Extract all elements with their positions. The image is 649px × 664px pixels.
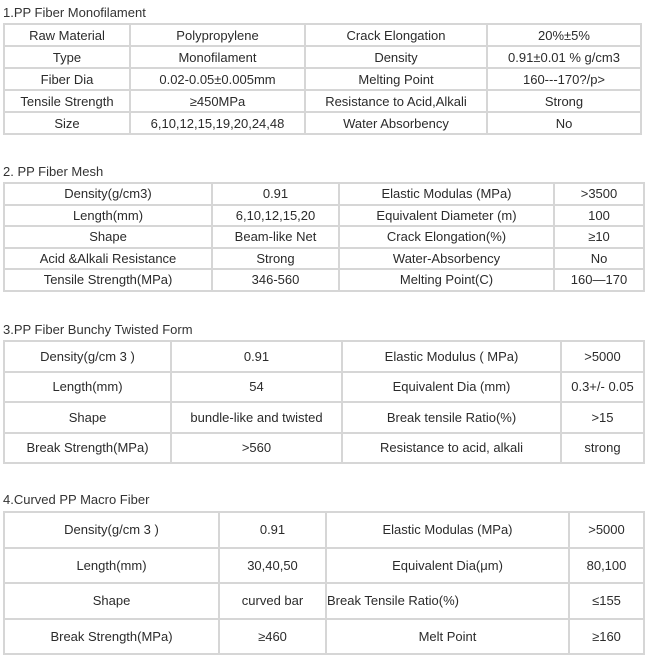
property-value-cell: >5000 xyxy=(568,511,645,549)
property-label-cell: Density xyxy=(304,45,488,69)
property-label-cell: Length(mm) xyxy=(3,546,220,584)
property-label-cell: Elastic Modulas (MPa) xyxy=(338,182,555,206)
spec-table-monofilament: Raw Material Polypropylene Crack Elongatio… xyxy=(3,23,642,135)
property-value-cell: Strong xyxy=(486,89,642,113)
table-row: Density(g/cm3) 0.91 Elastic Modulas (MPa) >… xyxy=(3,182,645,206)
property-value-cell: ≤155 xyxy=(568,582,645,620)
property-label-cell: Equivalent Dia (mm) xyxy=(341,370,562,403)
property-label-cell: Melting Point xyxy=(304,67,488,91)
table-row: Type Monofilament Density 0.91±0.01 % g/cm3 xyxy=(3,45,642,69)
property-value-cell: curved bar xyxy=(218,582,327,620)
property-value-cell: 0.91 xyxy=(211,182,340,206)
property-value-cell: ≥450MPa xyxy=(129,89,306,113)
property-label-cell: Break Strength(MPa) xyxy=(3,617,220,655)
property-value-cell: >5000 xyxy=(560,340,645,373)
property-value-cell: Strong xyxy=(211,246,340,270)
table-row: Density(g/cm 3 ) 0.91 Elastic Modulus ( MP… xyxy=(3,340,645,373)
property-value-cell: ≥160 xyxy=(568,617,645,655)
property-label-cell: Water Absorbency xyxy=(304,111,488,135)
property-value-cell: 160---170?/p> xyxy=(486,67,642,91)
property-label-cell: Elastic Modulas (MPa) xyxy=(325,511,570,549)
property-label-cell: Shape xyxy=(3,582,220,620)
table-row: Length(mm) 30,40,50 Equivalent Dia(μm) 80,1… xyxy=(3,546,645,584)
table-row: Tensile Strength ≥450MPa Resistance to Aci… xyxy=(3,89,642,113)
property-value-cell: Polypropylene xyxy=(129,23,306,47)
property-label-cell: Break tensile Ratio(%) xyxy=(341,401,562,434)
property-label-cell: Resistance to Acid,Alkali xyxy=(304,89,488,113)
property-label-cell: Equivalent Dia(μm) xyxy=(325,546,570,584)
property-value-cell: ≥460 xyxy=(218,617,327,655)
property-label-cell: Density(g/cm3) xyxy=(3,182,213,206)
property-value-cell: Beam-like Net xyxy=(211,225,340,249)
table-row: Shape curved bar Break Tensile Ratio(%) ≤15… xyxy=(3,582,645,620)
property-label-cell: Resistance to acid, alkali xyxy=(341,431,562,464)
table-row: Fiber Dia 0.02-0.05±0.005mm Melting Point 1… xyxy=(3,67,642,91)
property-value-cell: 54 xyxy=(170,370,343,403)
spec-table-bunchy-twisted: Density(g/cm 3 ) 0.91 Elastic Modulus ( MP… xyxy=(3,340,645,464)
property-value-cell: >3500 xyxy=(553,182,645,206)
property-label-cell: Length(mm) xyxy=(3,203,213,227)
spec-table-mesh: Density(g/cm3) 0.91 Elastic Modulas (MPa) >… xyxy=(3,182,645,292)
property-label-cell: Length(mm) xyxy=(3,370,172,403)
property-label-cell: Shape xyxy=(3,225,213,249)
table-row: Length(mm) 6,10,12,15,20 Equivalent Diamet… xyxy=(3,203,645,227)
section-title-curved-macro: 4.Curved PP Macro Fiber xyxy=(3,492,150,507)
property-value-cell: 160—170 xyxy=(553,268,645,292)
property-label-cell: Density(g/cm 3 ) xyxy=(3,340,172,373)
property-value-cell: 0.91 xyxy=(218,511,327,549)
table-row: Acid &Alkali Resistance Strong Water-Absor… xyxy=(3,246,645,270)
property-value-cell: No xyxy=(553,246,645,270)
property-label-cell: Crack Elongation xyxy=(304,23,488,47)
property-label-cell: Water-Absorbency xyxy=(338,246,555,270)
property-value-cell: 6,10,12,15,20 xyxy=(211,203,340,227)
property-label-cell: Crack Elongation(%) xyxy=(338,225,555,249)
property-label-cell: Melt Point xyxy=(325,617,570,655)
property-label-cell: Tensile Strength xyxy=(3,89,131,113)
property-label-cell: Density(g/cm 3 ) xyxy=(3,511,220,549)
spec-table-curved-macro: Density(g/cm 3 ) 0.91 Elastic Modulas (MPa… xyxy=(3,511,645,655)
property-label-cell: Size xyxy=(3,111,131,135)
property-value-cell: >560 xyxy=(170,431,343,464)
table-row: Break Strength(MPa) >560 Resistance to aci… xyxy=(3,431,645,464)
property-label-cell: Break Strength(MPa) xyxy=(3,431,172,464)
property-value-cell: 346-560 xyxy=(211,268,340,292)
property-value-cell: >15 xyxy=(560,401,645,434)
property-label-cell: Raw Material xyxy=(3,23,131,47)
property-value-cell: 80,100 xyxy=(568,546,645,584)
section-title-bunchy-twisted: 3.PP Fiber Bunchy Twisted Form xyxy=(3,322,193,337)
property-label-cell: Melting Point(C) xyxy=(338,268,555,292)
property-value-cell: 0.02-0.05±0.005mm xyxy=(129,67,306,91)
property-label-cell: Fiber Dia xyxy=(3,67,131,91)
property-value-cell: 30,40,50 xyxy=(218,546,327,584)
table-row: Size 6,10,12,15,19,20,24,48 Water Absorben… xyxy=(3,111,642,135)
property-value-cell: Monofilament xyxy=(129,45,306,69)
table-row: Tensile Strength(MPa) 346-560 Melting Poin… xyxy=(3,268,645,292)
property-value-cell: strong xyxy=(560,431,645,464)
property-label-cell: Shape xyxy=(3,401,172,434)
property-label-cell: Type xyxy=(3,45,131,69)
property-value-cell: 20%±5% xyxy=(486,23,642,47)
section-title-monofilament: 1.PP Fiber Monofilament xyxy=(3,5,146,20)
property-value-cell: bundle-like and twisted xyxy=(170,401,343,434)
property-label-cell: Elastic Modulus ( MPa) xyxy=(341,340,562,373)
table-row: Length(mm) 54 Equivalent Dia (mm) 0.3+/- 0.… xyxy=(3,370,645,403)
table-row: Break Strength(MPa) ≥460 Melt Point ≥160 xyxy=(3,617,645,655)
property-label-cell: Tensile Strength(MPa) xyxy=(3,268,213,292)
property-value-cell: No xyxy=(486,111,642,135)
property-value-cell: 0.91 xyxy=(170,340,343,373)
table-row: Shape Beam-like Net Crack Elongation(%) ≥10 xyxy=(3,225,645,249)
property-label-cell: Acid &Alkali Resistance xyxy=(3,246,213,270)
table-row: Density(g/cm 3 ) 0.91 Elastic Modulas (MPa… xyxy=(3,511,645,549)
property-value-cell: ≥10 xyxy=(553,225,645,249)
property-value-cell: 0.91±0.01 % g/cm3 xyxy=(486,45,642,69)
table-row: Raw Material Polypropylene Crack Elongatio… xyxy=(3,23,642,47)
table-row: Shape bundle-like and twisted Break tensil… xyxy=(3,401,645,434)
property-value-cell: 100 xyxy=(553,203,645,227)
property-label-cell: Equivalent Diameter (m) xyxy=(338,203,555,227)
property-label-cell: Break Tensile Ratio(%) xyxy=(325,582,570,620)
property-value-cell: 0.3+/- 0.05 xyxy=(560,370,645,403)
property-value-cell: 6,10,12,15,19,20,24,48 xyxy=(129,111,306,135)
section-title-mesh: 2. PP Fiber Mesh xyxy=(3,164,104,179)
